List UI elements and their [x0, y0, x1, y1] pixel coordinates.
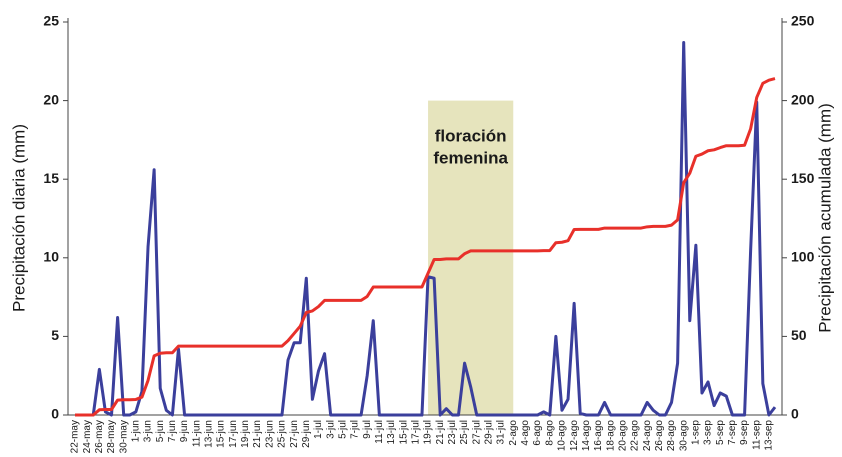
y-tick-label: 5: [51, 327, 59, 343]
x-tick-label: 12-ago: [569, 420, 580, 452]
x-tick-label: 10-ago: [557, 420, 568, 452]
x-tick-label: 9-jul: [362, 420, 373, 439]
x-tick-label: 23-jul: [447, 420, 458, 444]
x-tick-label: 14-ago: [581, 420, 592, 452]
x-tick-label: 11-jun: [191, 420, 202, 447]
x-tick-label: 31-jul: [496, 420, 507, 444]
x-tick-label: 15-jun: [216, 420, 227, 448]
x-tick-label: 11-jul: [374, 420, 385, 444]
x-tick-label: 15-jul: [398, 420, 409, 444]
x-tick-label: 22-may: [70, 420, 81, 453]
x-tick-label: 9-sep: [739, 420, 750, 445]
series-line: [75, 40, 777, 417]
x-tick-label: 7-jul: [350, 420, 361, 439]
x-tick-label: 5-jun: [155, 420, 166, 442]
x-tick-label: 22-ago: [630, 420, 641, 452]
x-tick-label: 6-ago: [532, 420, 543, 446]
x-tick-label: 29-jul: [484, 420, 495, 444]
x-tick-label: 5-jul: [337, 420, 348, 439]
highlight-label: floración: [435, 126, 507, 145]
x-tick-label: 7-jun: [167, 420, 178, 442]
x-tick-label: 7-sep: [727, 420, 738, 445]
x-tick-label: 2-ago: [508, 420, 519, 446]
x-tick-label: 28-ago: [666, 420, 677, 452]
x-tick-label: 19-jul: [423, 420, 434, 444]
x-tick-label: 13-jul: [386, 420, 397, 444]
y-axis-label: Precipitación diaria (mm): [9, 124, 28, 312]
x-tick-label: 1-jun: [131, 420, 142, 442]
x-tick-label: 20-ago: [617, 420, 628, 452]
x-tick-label: 29-jun: [301, 420, 312, 448]
y2-axis-label: Precipitación acumulada (mm): [815, 103, 834, 333]
x-tick-label: 23-jun: [264, 420, 275, 448]
x-tick-label: 11-sep: [751, 420, 762, 450]
y2-tick-label: 250: [791, 13, 815, 29]
y2-tick-label: 200: [791, 91, 815, 107]
x-tick-label: 27-jun: [289, 420, 300, 448]
series-line: [75, 77, 776, 417]
x-tick-label: 5-sep: [715, 420, 726, 445]
x-tick-label: 8-ago: [544, 420, 555, 446]
y-tick-label: 15: [43, 170, 59, 186]
x-tick-label: 21-jun: [252, 420, 263, 448]
x-tick-label: 25-jul: [459, 420, 470, 444]
y2-tick-label: 50: [791, 327, 807, 343]
y2-tick-label: 150: [791, 170, 815, 186]
x-tick-label: 24-ago: [642, 420, 653, 452]
x-tick-label: 30-ago: [678, 420, 689, 452]
x-tick-label: 21-jul: [435, 420, 446, 444]
y2-tick-label: 100: [791, 249, 815, 265]
x-tick-label: 26-ago: [654, 420, 665, 452]
y-tick-label: 0: [51, 406, 59, 422]
x-tick-label: 16-ago: [593, 420, 604, 452]
x-tick-label: 1-jul: [313, 420, 324, 439]
x-tick-label: 27-jul: [471, 420, 482, 444]
x-tick-label: 9-jun: [179, 420, 190, 442]
x-tick-label: 3-jul: [325, 420, 336, 439]
x-tick-label: 3-sep: [703, 420, 714, 445]
highlight-label: femenina: [433, 148, 508, 167]
x-tick-label: 17-jun: [228, 420, 239, 448]
x-tick-label: 25-jun: [277, 420, 288, 448]
x-tick-label: 13-sep: [764, 420, 775, 451]
y-tick-label: 20: [43, 91, 59, 107]
highlight-band: [428, 100, 514, 415]
x-tick-label: 1-sep: [691, 420, 702, 445]
x-tick-label: 30-may: [118, 420, 129, 453]
y-tick-label: 10: [43, 249, 59, 265]
x-tick-label: 13-jun: [204, 420, 215, 448]
x-tick-label: 19-jun: [240, 420, 251, 448]
x-tick-label: 28-may: [106, 420, 117, 453]
x-tick-label: 17-jul: [411, 420, 422, 444]
y2-tick-label: 0: [791, 406, 799, 422]
x-tick-label: 18-ago: [605, 420, 616, 452]
y-tick-label: 25: [43, 13, 59, 29]
x-tick-label: 4-ago: [520, 420, 531, 446]
x-tick-label: 24-may: [82, 420, 93, 453]
x-tick-label: 26-may: [94, 420, 105, 453]
x-tick-label: 3-jun: [143, 420, 154, 442]
